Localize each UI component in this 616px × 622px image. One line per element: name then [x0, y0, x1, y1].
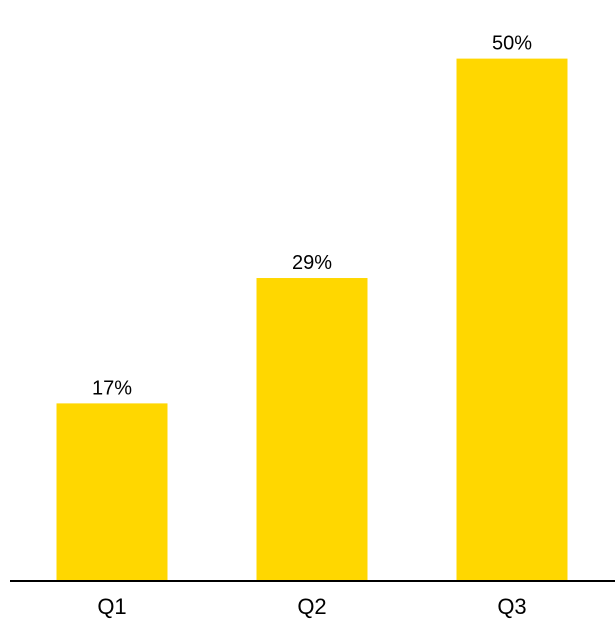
bar-q1 — [56, 403, 168, 581]
data-label-q2: 29% — [292, 252, 332, 274]
x-tick-label-q3: Q3 — [497, 594, 526, 619]
x-tick-label-q2: Q2 — [297, 594, 326, 619]
data-label-q1: 17% — [92, 377, 132, 399]
data-labels-group: 17% 29% 50% — [92, 33, 532, 400]
bars-group — [56, 58, 568, 581]
x-tick-labels-group: Q1 Q2 Q3 — [97, 594, 526, 619]
bar-q2 — [256, 278, 368, 581]
bar-q3 — [456, 58, 568, 581]
data-label-q3: 50% — [492, 33, 532, 55]
x-tick-label-q1: Q1 — [97, 594, 126, 619]
